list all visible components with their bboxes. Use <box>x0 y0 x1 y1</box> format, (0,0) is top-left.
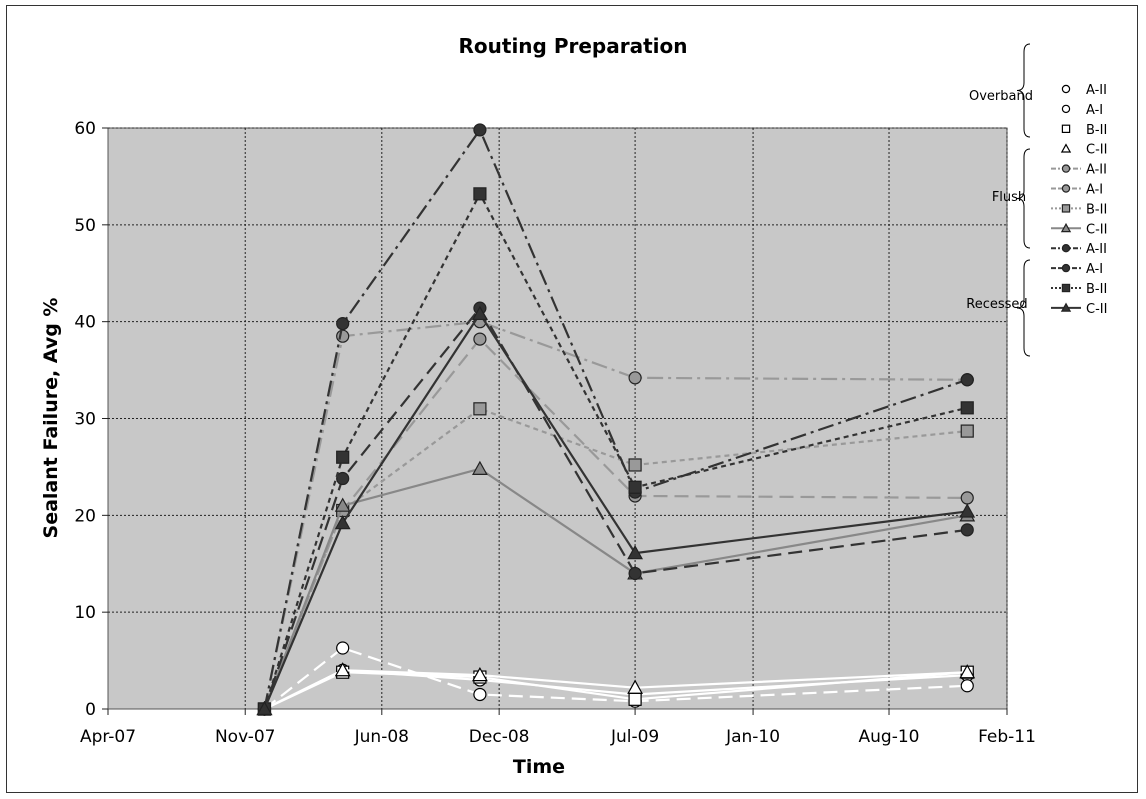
y-tick-label: 60 <box>74 119 96 139</box>
data-point <box>473 187 487 201</box>
legend-marker <box>1061 84 1071 94</box>
legend-marker <box>1061 243 1071 253</box>
data-point <box>256 700 273 716</box>
legend-marker <box>1061 104 1071 114</box>
series-recessed-c-ii <box>256 305 976 716</box>
legend-marker <box>1061 184 1071 193</box>
legend-item: A-II <box>1061 83 1107 98</box>
y-tick-label: 30 <box>74 410 96 430</box>
data-point <box>471 666 488 682</box>
data-point <box>959 664 976 679</box>
data-point <box>628 458 642 472</box>
legend-group-brace <box>1016 259 1031 357</box>
data-point <box>336 317 350 331</box>
data-point <box>960 424 974 438</box>
legend-item: C-II <box>1060 143 1107 158</box>
legend-group-label: Flush <box>992 190 1026 205</box>
legend-label: B-II <box>1086 123 1107 138</box>
chart-title: Routing Preparation <box>459 34 688 58</box>
data-point <box>334 662 351 677</box>
legend-marker <box>1060 222 1072 233</box>
legend-label: C-II <box>1086 302 1107 317</box>
legend-label: C-II <box>1086 143 1107 158</box>
legend-label: B-II <box>1086 282 1107 297</box>
legend-item: A-II <box>1051 163 1107 178</box>
data-point <box>960 523 974 537</box>
legend-item: A-I <box>1051 262 1103 277</box>
legend-marker <box>1060 143 1072 153</box>
data-point <box>336 471 350 486</box>
data-point <box>628 692 642 706</box>
legend-label: A-I <box>1086 183 1103 198</box>
series-line <box>263 320 968 710</box>
legend-item: A-I <box>1061 103 1103 118</box>
legend-group-brace <box>1016 43 1031 138</box>
legend-item: B-II <box>1051 202 1107 217</box>
y-tick-label: 50 <box>74 216 96 236</box>
data-point <box>628 371 642 385</box>
data-point <box>336 641 350 655</box>
legend-item: C-II <box>1051 302 1107 317</box>
data-point <box>336 450 350 464</box>
data-point <box>960 373 974 387</box>
data-point <box>473 687 487 702</box>
data-point <box>627 679 644 694</box>
legend-label: A-I <box>1086 103 1103 118</box>
chart-frame: Routing Preparation 0 10 20 30 40 50 60 Apr-07 N… <box>6 5 1138 793</box>
x-tick-label: Jul-09 <box>610 727 659 747</box>
legend-label: A-II <box>1086 242 1107 257</box>
data-point <box>960 491 974 505</box>
legend-group-label: Overband <box>969 89 1033 104</box>
legend-marker <box>1060 302 1072 312</box>
legend: A-II A-I B-II C-II A-II A-I B-II C-II A-II A-I B-I… <box>966 43 1107 357</box>
data-point <box>473 123 487 137</box>
x-tick-label: Jun-08 <box>354 727 409 747</box>
legend-item: A-I <box>1051 183 1103 198</box>
y-tick-label: 20 <box>74 506 96 526</box>
x-tick-label: Nov-07 <box>215 727 276 747</box>
data-point <box>960 401 974 415</box>
data-point <box>471 460 488 475</box>
data-point <box>336 329 350 343</box>
data-point <box>334 514 351 530</box>
x-tick-label: Jan-10 <box>725 727 780 747</box>
data-point <box>959 503 976 518</box>
legend-item: C-II <box>1051 222 1107 237</box>
y-axis-label: Sealant Failure, Avg % <box>40 298 62 539</box>
x-tick-label: Feb-11 <box>978 727 1036 747</box>
data-point <box>334 497 351 512</box>
legend-label: B-II <box>1086 202 1107 217</box>
legend-item: A-II <box>1051 242 1107 257</box>
data-point <box>628 566 642 581</box>
legend-label: A-II <box>1086 163 1107 178</box>
line-chart: Routing Preparation 0 10 20 30 40 50 60 Apr-07 N… <box>40 34 1107 778</box>
legend-marker <box>1061 204 1071 213</box>
x-axis-label: Time <box>513 756 565 778</box>
y-tick-label: 10 <box>74 603 96 623</box>
data-point <box>473 332 487 346</box>
data-point <box>960 679 974 693</box>
legend-item: B-II <box>1061 123 1107 138</box>
legend-group-brace <box>1016 148 1031 249</box>
legend-label: C-II <box>1086 222 1107 237</box>
legend-marker <box>1061 124 1071 133</box>
y-tick-label: 40 <box>74 313 96 333</box>
y-tick-label: 0 <box>85 700 96 720</box>
legend-marker <box>1061 263 1071 273</box>
x-tick-label: Aug-10 <box>859 727 920 747</box>
legend-label: A-II <box>1086 83 1107 98</box>
data-point <box>627 544 644 560</box>
data-point <box>473 402 487 416</box>
legend-label: A-I <box>1086 262 1103 277</box>
legend-item: B-II <box>1051 282 1107 297</box>
x-tick-label: Apr-07 <box>80 727 136 747</box>
legend-marker <box>1061 164 1071 173</box>
data-point <box>628 480 642 494</box>
legend-marker <box>1061 283 1071 293</box>
data-point <box>471 305 488 321</box>
legend-group-label: Recessed <box>966 297 1027 312</box>
x-tick-label: Dec-08 <box>469 727 530 747</box>
